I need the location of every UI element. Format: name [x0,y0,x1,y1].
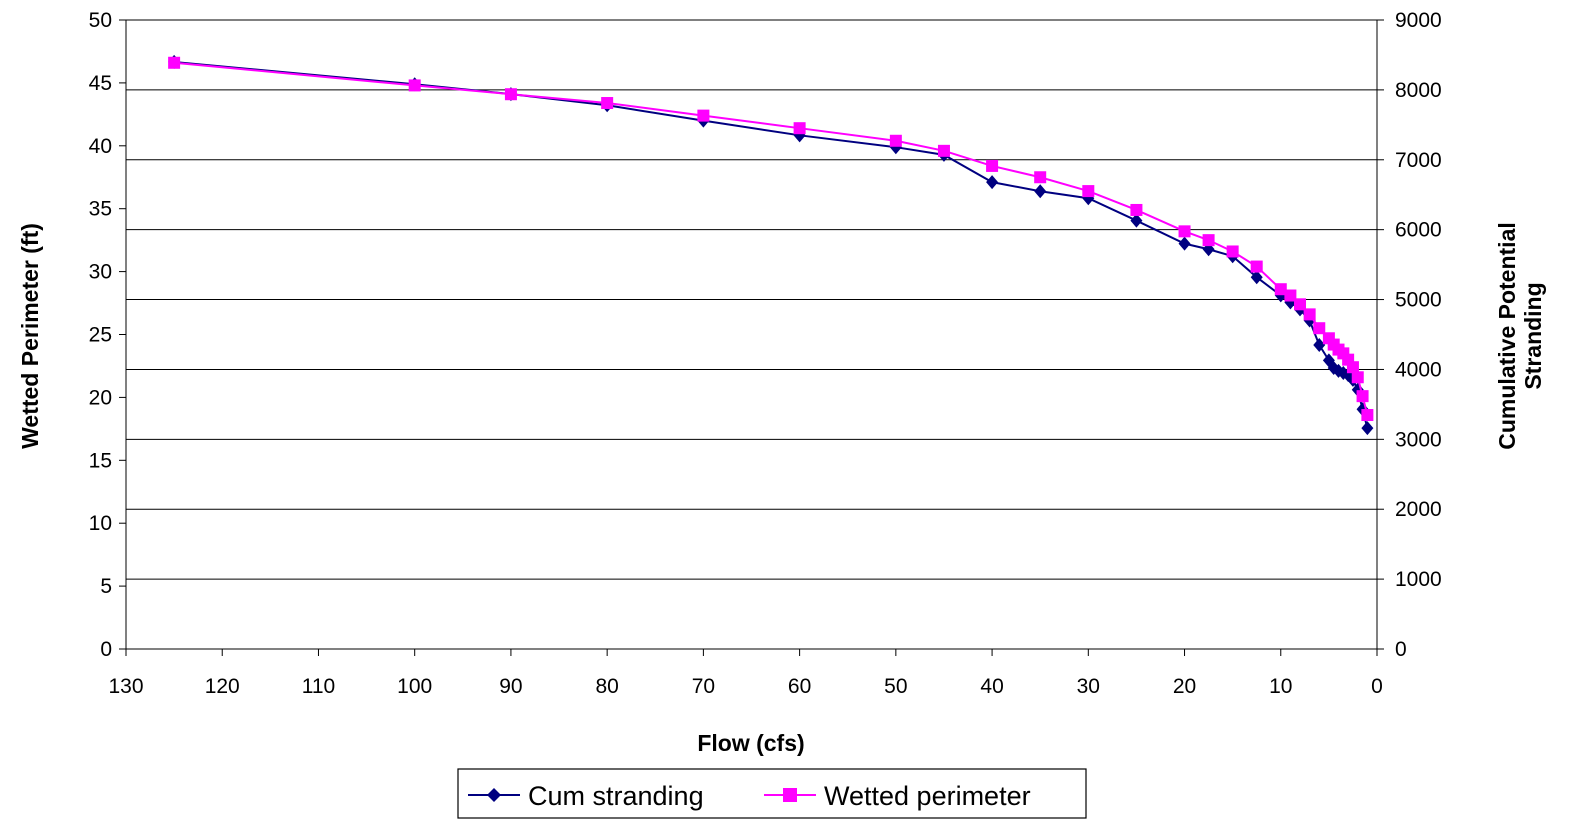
y2-tick-label: 3000 [1395,428,1442,451]
y2-tick-label: 4000 [1395,358,1442,381]
y2-tick-label: 2000 [1395,498,1442,521]
legend-item-cum-stranding: Cum stranding [468,781,704,811]
y-tick-label: 25 [89,324,112,347]
x-tick-label: 0 [1371,675,1383,698]
data-point-wetted-perimeter [168,56,181,69]
series-layer [168,54,1374,436]
left-y-axis-title: Wetted Perimeter (ft) [17,223,43,449]
data-point-cum-stranding [1313,337,1326,352]
x-tick-label: 50 [884,675,907,698]
x-axis: 130 120 110 100 90 80 70 60 50 40 30 20 10 0 [108,649,1383,698]
y-tick-label: 5 [100,575,112,598]
x-tick-label: 40 [980,675,1003,698]
y2-tick-label: 9000 [1395,9,1442,32]
data-point-cum-stranding [1178,236,1191,251]
left-y-axis: 0 5 10 15 20 25 30 35 40 45 50 [89,9,126,661]
x-tick-label: 20 [1173,675,1196,698]
data-point-wetted-perimeter [1178,225,1191,238]
data-point-wetted-perimeter [1356,390,1369,403]
data-point-wetted-perimeter [1361,409,1374,422]
data-point-wetted-perimeter [1351,371,1364,384]
data-point-wetted-perimeter [504,88,517,101]
y-tick-label: 10 [89,512,112,535]
data-point-cum-stranding [1130,213,1143,228]
y-tick-label: 30 [89,261,112,284]
data-point-wetted-perimeter [1274,283,1287,296]
data-point-cum-stranding [1034,184,1047,199]
data-point-wetted-perimeter [1284,289,1297,302]
legend-marker-diamond [487,788,501,802]
data-point-wetted-perimeter [1226,245,1239,258]
x-tick-label: 110 [302,675,335,698]
y2-tick-label: 1000 [1395,568,1442,591]
x-tick-label: 70 [692,675,715,698]
data-point-wetted-perimeter [1313,322,1326,335]
y2-tick-label: 8000 [1395,79,1442,102]
legend-box [457,768,1087,819]
data-point-wetted-perimeter [1250,260,1263,273]
y-tick-label: 0 [100,638,112,661]
y-tick-label: 40 [89,135,112,158]
legend-item-wetted-perimeter: Wetted perimeter [764,781,1031,811]
data-point-wetted-perimeter [1034,171,1047,184]
legend-label-cum-stranding: Cum stranding [528,781,704,811]
data-point-wetted-perimeter [1303,308,1316,321]
data-point-wetted-perimeter [1130,203,1143,216]
x-tick-label: 30 [1077,675,1100,698]
gridlines [126,89,1377,580]
x-tick-label: 80 [595,675,618,698]
y2-tick-label: 6000 [1395,219,1442,242]
x-tick-label: 10 [1269,675,1292,698]
x-tick-label: 120 [205,675,240,698]
right-y-axis-title-line-2: Stranding [1520,282,1546,389]
data-point-cum-stranding [1361,421,1374,436]
data-point-wetted-perimeter [1202,234,1215,247]
y-tick-label: 50 [89,9,112,32]
y2-tick-label: 5000 [1395,289,1442,312]
data-point-wetted-perimeter [697,109,710,122]
series-wetted-perimeter [168,56,1374,422]
data-point-wetted-perimeter [937,144,950,157]
data-point-wetted-perimeter [1082,185,1095,198]
data-point-wetted-perimeter [986,159,999,172]
x-tick-label: 60 [788,675,811,698]
data-point-cum-stranding [1250,270,1263,285]
x-axis-title: Flow (cfs) [697,730,804,756]
right-y-axis-title-line-1: Cumulative Potential [1494,222,1520,449]
y-tick-label: 15 [89,449,112,472]
x-tick-label: 90 [499,675,522,698]
data-point-wetted-perimeter [793,122,806,135]
y-tick-label: 35 [89,198,112,221]
legend-marker-square [783,788,797,802]
data-point-wetted-perimeter [408,79,421,92]
data-point-wetted-perimeter [1294,298,1307,311]
legend: Cum stranding Wetted perimeter [457,768,1087,819]
x-tick-label: 100 [397,675,432,698]
data-point-cum-stranding [986,175,999,190]
y-tick-label: 45 [89,72,112,95]
legend-label-wetted-perimeter: Wetted perimeter [824,781,1031,811]
y2-tick-label: 7000 [1395,149,1442,172]
data-point-wetted-perimeter [1346,361,1359,374]
x-tick-label: 130 [108,675,143,698]
y-tick-label: 20 [89,386,112,409]
y2-tick-label: 0 [1395,638,1407,661]
data-point-wetted-perimeter [601,97,614,110]
right-y-axis: 0 1000 2000 3000 4000 5000 6000 7000 8000 9000 [1377,9,1442,661]
data-point-wetted-perimeter [889,134,902,147]
